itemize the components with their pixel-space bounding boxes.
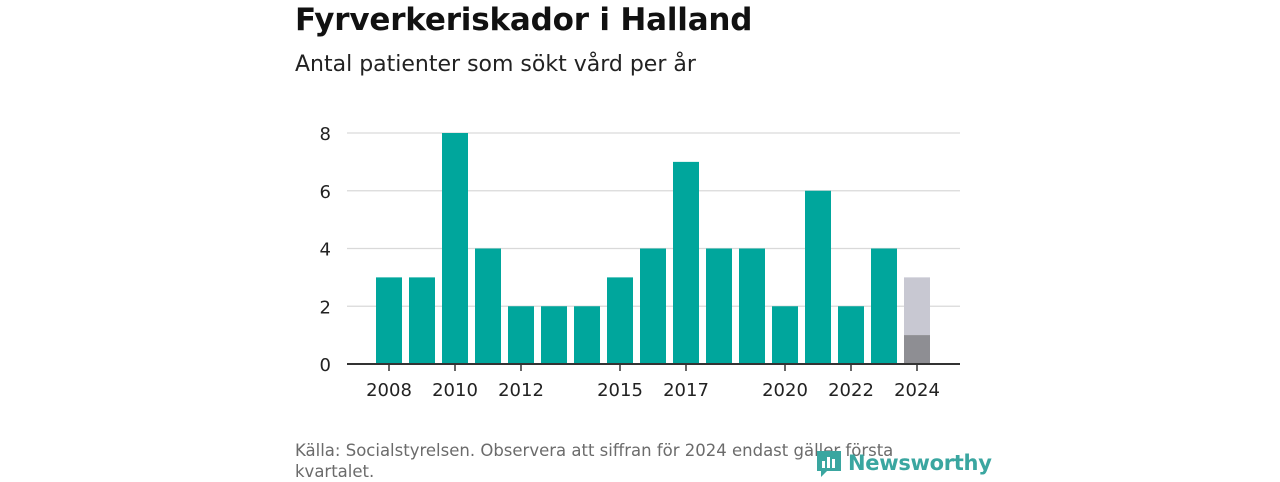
chart-subtitle: Antal patienter som sökt vård per år — [295, 52, 696, 77]
bar-2023 — [871, 248, 897, 364]
y-tick-label-6: 6 — [320, 182, 331, 203]
bar-2022 — [838, 306, 864, 364]
bar-2024 — [904, 335, 930, 364]
y-tick-label-4: 4 — [320, 240, 331, 261]
bar-2011 — [475, 248, 501, 364]
bar-2017 — [673, 161, 699, 364]
bar-2016 — [640, 248, 666, 364]
bar-chart: 0 2 4 6 8 2008 2010 2012 2015 2017 2020 2022 2024 — [320, 124, 960, 401]
x-tick-label-2012: 2012 — [498, 380, 544, 401]
y-tick-label-2: 2 — [320, 297, 331, 318]
bar-2015 — [607, 277, 633, 364]
y-tick-label-8: 8 — [320, 124, 331, 145]
x-tick-label-2010: 2010 — [432, 380, 478, 401]
bar-2013 — [541, 306, 567, 364]
x-tick-label-2015: 2015 — [597, 380, 643, 401]
bar-2010 — [442, 133, 468, 364]
x-tick-label-2017: 2017 — [663, 380, 709, 401]
newsworthy-logo[interactable]: Newsworthy — [814, 447, 992, 479]
bar-2020 — [772, 306, 798, 364]
brand-name: Newsworthy — [848, 451, 992, 475]
bar-2008 — [376, 277, 402, 364]
bar-2021 — [805, 190, 831, 364]
bar-2018 — [706, 248, 732, 364]
bar-2012 — [508, 306, 534, 364]
chart-title: Fyrverkeriskador i Halland — [295, 2, 753, 38]
bar-2019 — [739, 248, 765, 364]
x-tick-label-2024: 2024 — [894, 380, 940, 401]
bar-2009 — [409, 277, 435, 364]
newsworthy-icon — [817, 451, 841, 477]
x-tick-label-2008: 2008 — [366, 380, 412, 401]
x-tick-label-2022: 2022 — [828, 380, 874, 401]
bar-2014 — [574, 306, 600, 364]
source-note: Källa: Socialstyrelsen. Observera att si… — [295, 441, 894, 481]
x-tick-label-2020: 2020 — [762, 380, 808, 401]
y-tick-label-0: 0 — [320, 355, 331, 376]
